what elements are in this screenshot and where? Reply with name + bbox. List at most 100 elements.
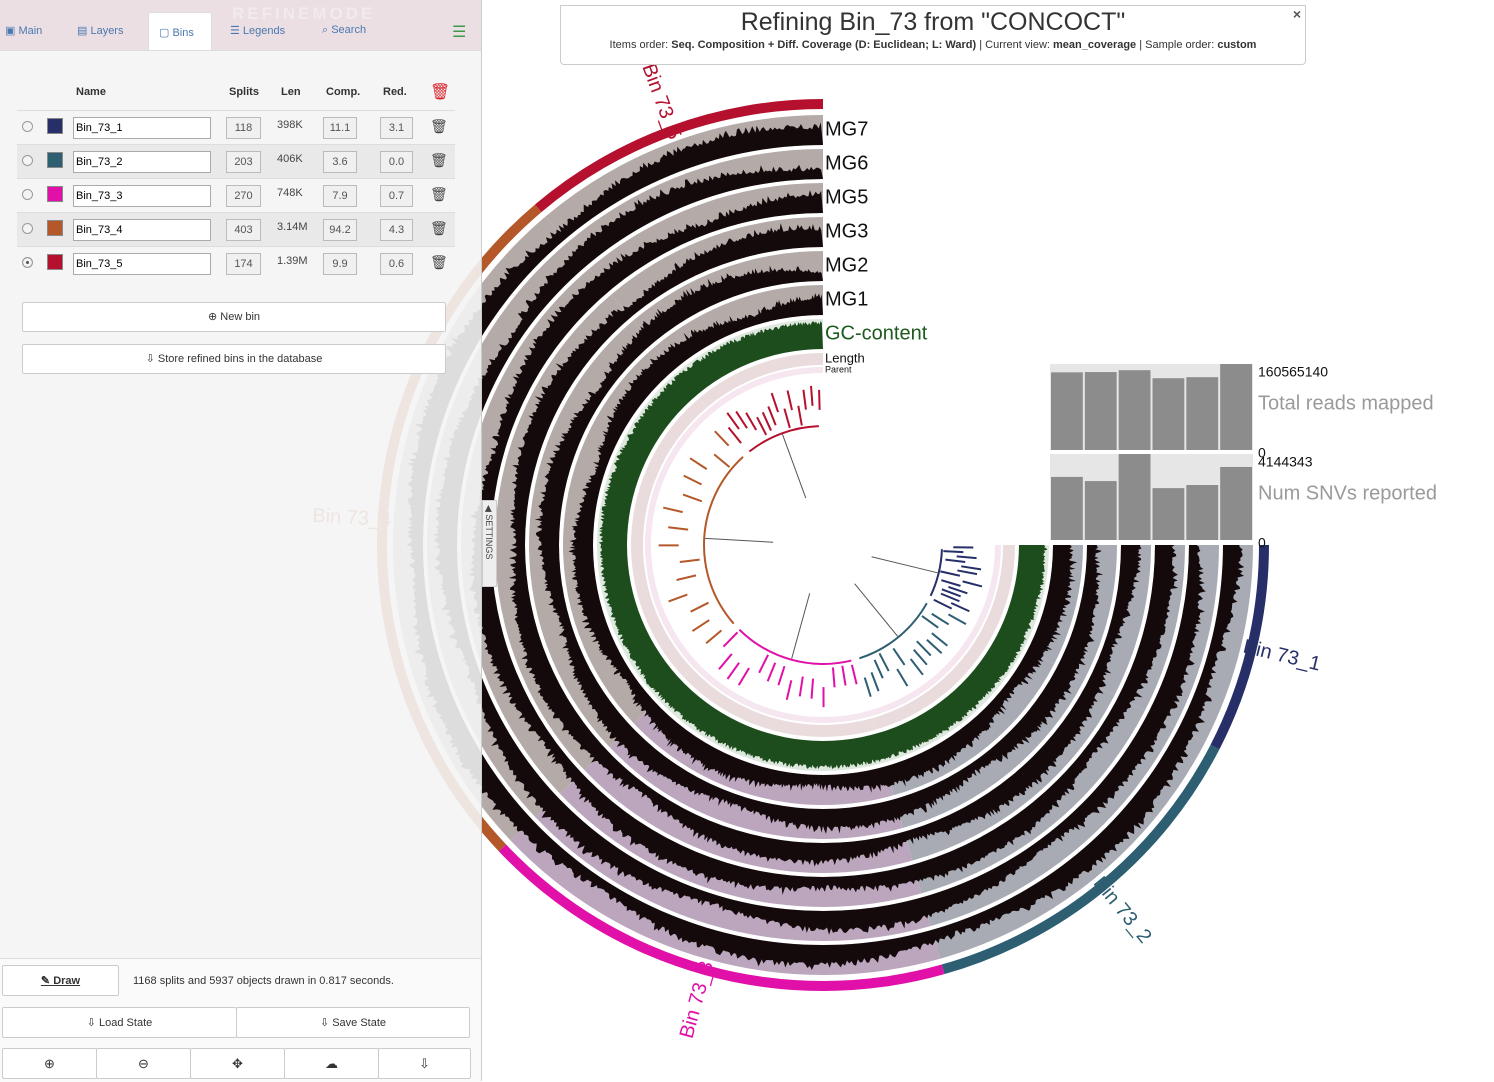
value: mean_coverage — [1053, 39, 1136, 51]
dendrogram-branch — [819, 390, 820, 410]
radio[interactable] — [22, 155, 33, 166]
splits: 203 — [226, 151, 261, 173]
dendrogram-branch — [871, 672, 878, 691]
dendrogram-branch — [957, 556, 977, 558]
tab-label: Layers — [90, 25, 123, 37]
radio[interactable] — [22, 223, 33, 234]
label: Items order: — [610, 39, 669, 51]
sample-bar — [1220, 364, 1252, 450]
splits: 403 — [226, 219, 261, 241]
tab[interactable]: ▤ Layers — [77, 24, 123, 37]
dendrogram-branch — [941, 580, 960, 586]
delete-all[interactable]: 🗑 — [430, 82, 450, 102]
title-box: Refining Bin_73 from "CONCOCT" Items ord… — [560, 5, 1306, 65]
splits: 118 — [226, 117, 261, 139]
radio[interactable] — [22, 121, 33, 132]
layer-label: MG2 — [825, 254, 868, 276]
bin-name-input[interactable]: Bin_73_5 — [73, 253, 211, 275]
store-button[interactable]: ⇩ Store refined bins in the database — [22, 344, 446, 374]
sample-bar — [1051, 372, 1083, 450]
dendrogram-branch — [677, 575, 696, 580]
completion: 7.9 — [323, 185, 357, 207]
label: Save State — [332, 1017, 386, 1029]
dendrogram-branch — [927, 640, 942, 653]
radio[interactable] — [22, 189, 33, 200]
splits: 174 — [226, 253, 261, 275]
dendrogram-branch — [940, 571, 960, 575]
tab-label: Bins — [172, 27, 193, 39]
dendrogram-branch — [800, 677, 803, 697]
delete[interactable]: 🗑 — [430, 220, 448, 237]
dendrogram-branch — [691, 603, 709, 612]
menu[interactable]: ☰ — [452, 22, 466, 42]
delete[interactable]: 🗑 — [430, 118, 448, 135]
redundancy: 0.6 — [380, 253, 413, 275]
draw-button[interactable]: ✎ Draw — [2, 965, 119, 996]
new-bin-button[interactable]: ⊕ New bin — [22, 302, 446, 332]
save[interactable]: ⇩ — [378, 1048, 471, 1079]
tab[interactable]: ▢ Bins — [148, 12, 212, 50]
dendrogram-branch — [727, 413, 739, 429]
dendrogram-branch — [922, 616, 938, 628]
dendrogram-branch — [961, 566, 981, 569]
dendrogram-branch — [812, 679, 813, 699]
dendrogram-branch — [787, 680, 792, 699]
dendrogram-branch — [917, 641, 931, 655]
label: | Sample order: — [1139, 39, 1214, 51]
load-state-button[interactable]: ⇩ Load State — [2, 1007, 237, 1038]
bin-name-input[interactable]: Bin_73_4 — [73, 219, 211, 241]
tab-label: Legends — [243, 25, 285, 37]
dendrogram-branch — [693, 620, 710, 631]
sample-bar — [1153, 488, 1185, 540]
settings-tab[interactable]: ◀ SETTINGS — [482, 500, 497, 587]
radio[interactable] — [22, 257, 33, 268]
watermark: REFINEMODE — [232, 4, 375, 24]
completion: 94.2 — [323, 219, 357, 241]
bin-name-input[interactable]: Bin_73_2 — [73, 151, 211, 173]
layer-label: MG1 — [825, 288, 868, 310]
close[interactable]: × — [1293, 6, 1301, 22]
sample-bar — [1051, 477, 1083, 540]
length: 1.39M — [277, 255, 308, 267]
dendrogram-branch — [852, 665, 857, 684]
bin-color[interactable] — [47, 254, 63, 270]
tab[interactable]: ⌕ Search — [322, 24, 366, 37]
dendrogram-branch — [768, 663, 776, 682]
bin-color[interactable] — [47, 152, 63, 168]
bin-color[interactable] — [47, 118, 63, 134]
delete[interactable]: 🗑 — [430, 254, 448, 271]
zoom-in[interactable]: ⊕ — [2, 1048, 97, 1079]
save-state-button[interactable]: ⇩ Save State — [236, 1007, 470, 1038]
tab[interactable]: ▣ Main — [5, 24, 42, 37]
delete[interactable]: 🗑 — [430, 186, 448, 203]
delete[interactable]: 🗑 — [430, 152, 448, 169]
dendrogram-branch — [772, 393, 778, 412]
upload[interactable]: ☁ — [284, 1048, 379, 1079]
bin-color[interactable] — [47, 220, 63, 236]
dendrogram-branch — [706, 630, 721, 643]
zoom-out[interactable]: ⊖ — [96, 1048, 191, 1079]
bin-color[interactable] — [47, 186, 63, 202]
value: custom — [1217, 39, 1256, 51]
dendrogram-branch — [728, 663, 740, 679]
sample-bar — [1220, 467, 1252, 540]
tab[interactable]: ☰ Legends — [230, 24, 285, 37]
layer-label: MG3 — [825, 220, 868, 242]
sample-title: Num SNVs reported — [1258, 482, 1437, 504]
dendrogram-branch — [798, 406, 801, 426]
dendrogram-branch — [932, 614, 949, 625]
bin-name-input[interactable]: Bin_73_1 — [73, 117, 211, 139]
tab-label: Search — [331, 24, 366, 36]
dendrogram-branch — [865, 678, 871, 697]
col-header: Comp. — [326, 86, 360, 98]
tab-bar: REFINEMODE ▣ Main ▤ Layers ▢ Bins ☰ Lege… — [0, 0, 481, 51]
col-header: Len — [281, 86, 301, 98]
dendrogram-branch — [811, 386, 813, 406]
bin-name-input[interactable]: Bin_73_3 — [73, 185, 211, 207]
dendrogram-branch — [739, 668, 749, 685]
center[interactable]: ✥ — [190, 1048, 285, 1079]
bin-label: Bin 73_1 — [1241, 636, 1323, 676]
